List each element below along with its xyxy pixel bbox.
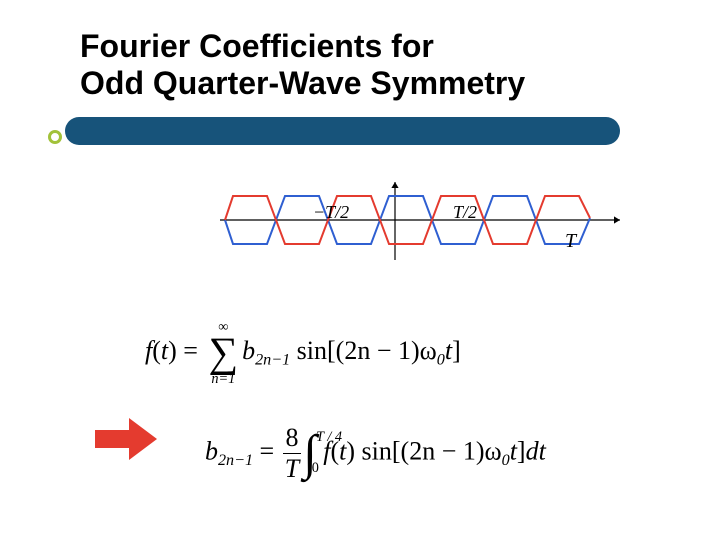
waveform-graph: −T/2 T/2 T — [115, 170, 620, 270]
slide-title: Fourier Coefficients for Odd Quarter-Wav… — [80, 28, 525, 102]
label-minus-T-over-2: −T/2 — [313, 202, 349, 223]
label-T: T — [565, 230, 576, 253]
waveform-svg — [115, 170, 620, 270]
title-line-1: Fourier Coefficients for — [80, 28, 434, 64]
red-arrow-callout — [95, 418, 157, 460]
equation-fourier-series: f(t) = ∞∑n=1b2n−1 sin[(2n − 1)ω0t] — [145, 320, 461, 386]
arrow-icon — [95, 418, 157, 460]
bullet-dot — [48, 130, 62, 144]
label-T-over-2: T/2 — [453, 202, 477, 223]
title-line-2: Odd Quarter-Wave Symmetry — [80, 65, 525, 101]
equation-b-coefficient: b2n−1 = 8TT / 4∫0 f(t) sin[(2n − 1)ω0t]d… — [205, 425, 546, 482]
title-underline-bar — [65, 117, 620, 145]
